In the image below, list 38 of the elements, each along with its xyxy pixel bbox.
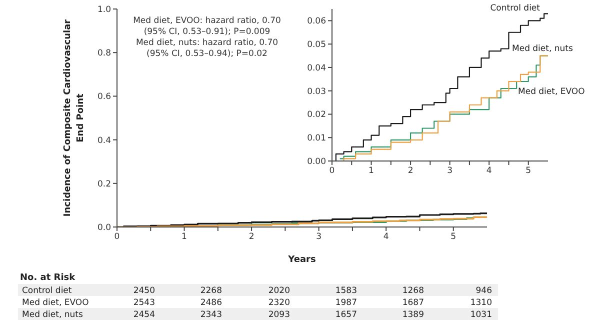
x-tick-label: 4	[486, 166, 492, 176]
series-label: Control diet	[490, 4, 541, 14]
annotation: Med diet, EVOO: hazard ratio, 0.70	[133, 16, 281, 26]
x-tick-label: 2	[408, 166, 414, 176]
y-tick-label: 0.0	[97, 223, 111, 234]
y-tick-label: 0.01	[307, 134, 326, 144]
y-tick-label: 0.8	[97, 48, 111, 59]
text: No. at Risk	[20, 273, 76, 283]
y-tick-label: 0.05	[307, 40, 326, 50]
text: Control diet 2450 2268 2020 1583 1268 946	[22, 286, 492, 296]
series-label: Med diet, EVOO	[518, 86, 586, 97]
x-tick-label: 1	[182, 232, 187, 242]
x-tick-label: 5	[450, 232, 456, 242]
y-tick-label: 1.0	[97, 5, 111, 16]
x-tick-label: 2	[248, 232, 254, 242]
x-tick-label: 5	[526, 166, 532, 176]
text: Med diet, EVOO 2543 2486 2320 1987 1687 1310	[22, 298, 492, 308]
x-tick-label: 3	[447, 166, 453, 176]
text: Med diet, nuts 2454 2343 2093 1657 1389 1031	[22, 310, 492, 320]
x-tick-label: 0	[114, 232, 120, 242]
y-tick-label: 0.02	[307, 110, 326, 120]
y-axis-title: Incidence of Composite Cardiovascular End Point	[63, 18, 86, 217]
y-tick-label: 0.03	[307, 86, 326, 97]
x-tick-label: 1	[368, 166, 374, 176]
annotation: Med diet, nuts: hazard ratio, 0.70	[136, 38, 278, 48]
x-axis-title: Years	[287, 255, 316, 265]
y-tick-label: 0.2	[97, 179, 111, 190]
annotation: (95% CI, 0.53–0.94); P=0.02	[146, 49, 268, 59]
y-tick-label: 0.06	[307, 16, 326, 27]
series-label: Med diet, nuts	[512, 44, 574, 54]
y-tick-label: 0.00	[307, 157, 326, 168]
x-tick-label: 4	[383, 232, 389, 242]
y-tick-label: 0.04	[307, 63, 326, 74]
y-tick-label: 0.6	[97, 92, 111, 102]
x-tick-label: 3	[316, 232, 322, 242]
y-tick-label: 0.4	[97, 136, 111, 146]
x-tick-label: 0	[329, 166, 335, 176]
annotation: (95% CI, 0.53–0.91); P=0.009	[144, 27, 270, 37]
